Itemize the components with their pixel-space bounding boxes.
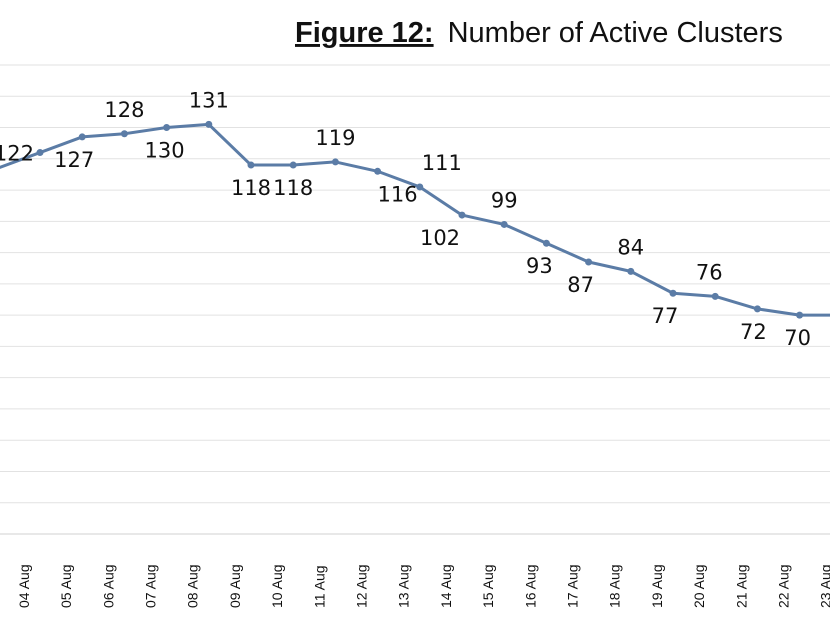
data-label: 99 [491,188,518,212]
data-point [289,161,297,169]
data-point [669,289,677,297]
x-tick-label: 11 Aug [311,565,327,608]
data-label: 102 [420,226,460,250]
x-tick-label: 18 Aug [607,564,623,608]
data-point [331,158,339,166]
data-label: 84 [617,235,644,259]
data-point [711,292,719,300]
data-label: 131 [189,88,229,112]
x-tick-label: 22 Aug [776,564,792,608]
data-label: 128 [104,98,144,122]
gridlines [0,64,830,504]
data-point [416,183,424,191]
data-label: 93 [526,254,553,278]
x-tick-label: 05 Aug [58,564,74,608]
data-label: 118 [273,176,313,200]
x-tick-label: 04 Aug [16,564,32,608]
x-tick-label: 12 Aug [354,564,370,608]
data-label: 119 [315,126,355,150]
data-point [36,149,44,157]
data-point [542,239,550,247]
x-tick-label: 14 Aug [438,564,454,608]
x-tick-label: 13 Aug [396,564,412,608]
x-tick-label: 16 Aug [522,564,538,608]
data-point [78,133,86,141]
x-tick-label: 10 Aug [269,564,285,608]
chart-title-prefix: Figure 12: [295,17,434,49]
data-point [205,120,213,128]
x-tick-label: 07 Aug [143,564,159,608]
x-tick-label: 19 Aug [649,564,665,608]
data-point [163,124,171,132]
data-label: 116 [378,182,418,206]
data-label: 76 [696,260,723,284]
x-tick-label: 09 Aug [227,564,243,608]
data-point [753,305,761,313]
data-point [374,167,382,175]
data-label: 127 [54,148,94,172]
data-point [796,311,804,319]
data-point [585,258,593,266]
data-point [458,211,466,219]
data-label: 70 [784,326,811,350]
series-line [0,122,830,317]
data-label: 118 [231,176,271,200]
data-label: 72 [740,320,767,344]
data-label: 87 [567,273,594,297]
data-point [500,220,508,228]
x-tick-label: 21 Aug [733,564,749,608]
x-tick-label: 06 Aug [100,564,116,608]
x-tick-label: 15 Aug [480,564,496,608]
chart-title-text: Number of Active Clusters [448,17,783,49]
data-label: 122 [0,142,34,166]
series-active-clusters [0,120,830,319]
x-tick-label: 20 Aug [691,564,707,608]
data-point [120,130,128,138]
x-tick-label: 17 Aug [565,564,581,608]
data-label: 111 [422,151,462,175]
data-label: 130 [145,139,185,163]
x-tick-labels: 04 Aug 05 Aug 06 Aug 07 Aug 08 Aug 09 Aug 10 A… [16,564,830,608]
x-tick-label: 23 Aug [818,564,830,608]
chart-title: Figure 12: Number of Active Clusters [295,17,783,49]
data-label: 77 [652,304,679,328]
data-point [247,161,255,169]
x-tick-label: 08 Aug [185,564,201,608]
data-point [627,267,635,275]
